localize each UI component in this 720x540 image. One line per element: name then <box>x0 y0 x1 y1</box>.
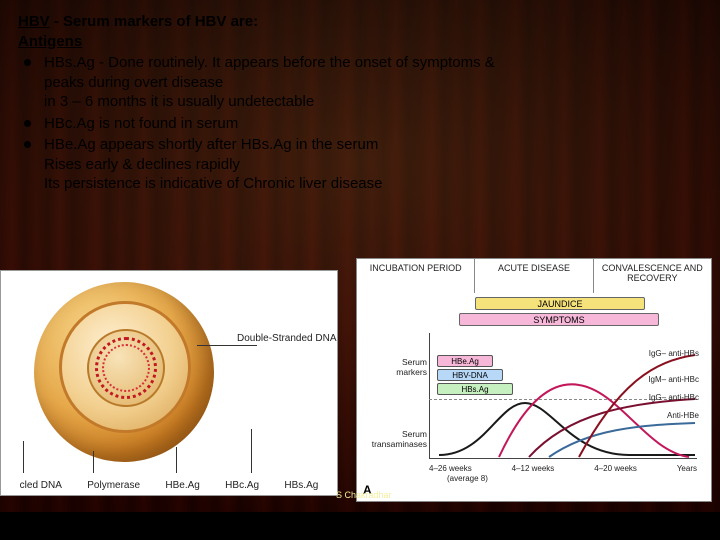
particle-bottom-labels: cled DNA Polymerase HBe.Ag HBc.Ag HBs.Ag <box>1 480 337 491</box>
xtick-4: Years <box>677 464 697 473</box>
xtick-3: 4–20 weeks <box>594 464 637 473</box>
particle-wrap <box>29 277 219 467</box>
subhead-antigens: Antigens <box>18 32 702 52</box>
x-ticks: 4–26 weeks 4–12 weeks 4–20 weeks Years <box>429 464 697 473</box>
lbl-hbsag: HBs.Ag <box>284 480 318 491</box>
bullet-2-line-1: HBc.Ag is not found in serum <box>44 115 238 132</box>
symptom-bars: JAUNDICE SYMPTOMS <box>449 297 629 329</box>
leader-3 <box>176 447 177 473</box>
chart-area: Serum markers Serum transaminases HBe.Ag… <box>367 333 703 473</box>
serum-marker-chart: INCUBATION PERIOD ACUTE DISEASE CONVALES… <box>356 258 712 502</box>
phase-convalescence: CONVALESCENCE AND RECOVERY <box>594 259 711 293</box>
rlabel-igg-anti-hbc: IgG– anti-HBc <box>649 393 699 402</box>
bullet-3: HBe.Ag appears shortly after HBs.Ag in t… <box>18 135 702 194</box>
leader-1 <box>23 441 24 473</box>
phase-row: INCUBATION PERIOD ACUTE DISEASE CONVALES… <box>357 259 711 293</box>
lbl-polymerase: Polymerase <box>87 480 140 491</box>
leader-4 <box>251 429 252 473</box>
bullet-1: HBs.Ag - Done routinely. It appears befo… <box>18 53 702 112</box>
bullet-3-line-2: Rises early & declines rapidly <box>44 156 240 173</box>
phase-acute: ACUTE DISEASE <box>475 259 593 293</box>
dna-leader-line <box>197 345 257 346</box>
xtick-2: 4–12 weeks <box>512 464 555 473</box>
lbl-hbeag: HBe.Ag <box>165 480 199 491</box>
dna-label: Double-Stranded DNA <box>237 333 337 344</box>
bullet-1-line-2: peaks during overt disease <box>44 74 223 91</box>
ylabel-markers: Serum markers <box>369 357 427 377</box>
bullet-3-line-3: Its persistence is indicative of Chronic… <box>44 175 382 192</box>
bullet-1-line-3: in 3 – 6 months it is usually undetectab… <box>44 93 314 110</box>
xtick-1: 4–26 weeks <box>429 464 472 473</box>
leader-2 <box>93 451 94 473</box>
footer-credit: S Chakradhar <box>336 490 392 500</box>
bar-symptoms: SYMPTOMS <box>459 313 659 326</box>
bar-jaundice: JAUNDICE <box>475 297 645 310</box>
bullet-1-line-1: HBs.Ag - Done routinely. It appears befo… <box>44 54 495 71</box>
phase-incubation: INCUBATION PERIOD <box>357 259 475 293</box>
dna-ring <box>95 337 157 399</box>
lbl-hbcag: HBc.Ag <box>225 480 259 491</box>
curve-igg-anti-hbc <box>529 399 695 457</box>
bullet-3-line-1: HBe.Ag appears shortly after HBs.Ag in t… <box>44 136 378 153</box>
title-rest: - Serum markers of HBV are: <box>50 13 258 30</box>
bullet-list: HBs.Ag - Done routinely. It appears befo… <box>18 53 702 194</box>
slide-text-block: HBV - Serum markers of HBV are: Antigens… <box>0 0 720 194</box>
ylabel-transaminases: Serum transaminases <box>369 429 427 449</box>
rlabel-igg-anti-hbs: IgG– anti-HBs <box>649 349 699 358</box>
xsub-average: (average 8) <box>447 474 488 483</box>
hbv-particle-diagram: Double-Stranded DNA cled DNA Polymerase … <box>0 270 338 496</box>
bullet-2: HBc.Ag is not found in serum <box>18 114 702 134</box>
slide-title: HBV - Serum markers of HBV are: <box>18 12 702 32</box>
title-hbv: HBV <box>18 13 50 30</box>
rlabel-anti-hbe: Anti-HBe <box>667 411 699 420</box>
rlabel-igm-anti-hbc: IgM– anti-HBc <box>648 375 699 384</box>
lbl-cled-dna: cled DNA <box>20 480 62 491</box>
